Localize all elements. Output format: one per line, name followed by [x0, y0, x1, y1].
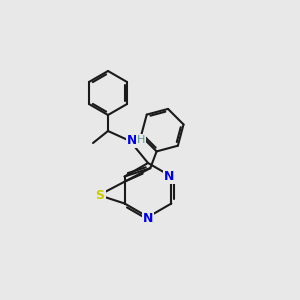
- Text: N: N: [164, 170, 175, 183]
- Text: N: N: [143, 212, 153, 224]
- Text: S: S: [95, 189, 104, 202]
- Text: N: N: [127, 134, 137, 146]
- Text: H: H: [137, 135, 145, 145]
